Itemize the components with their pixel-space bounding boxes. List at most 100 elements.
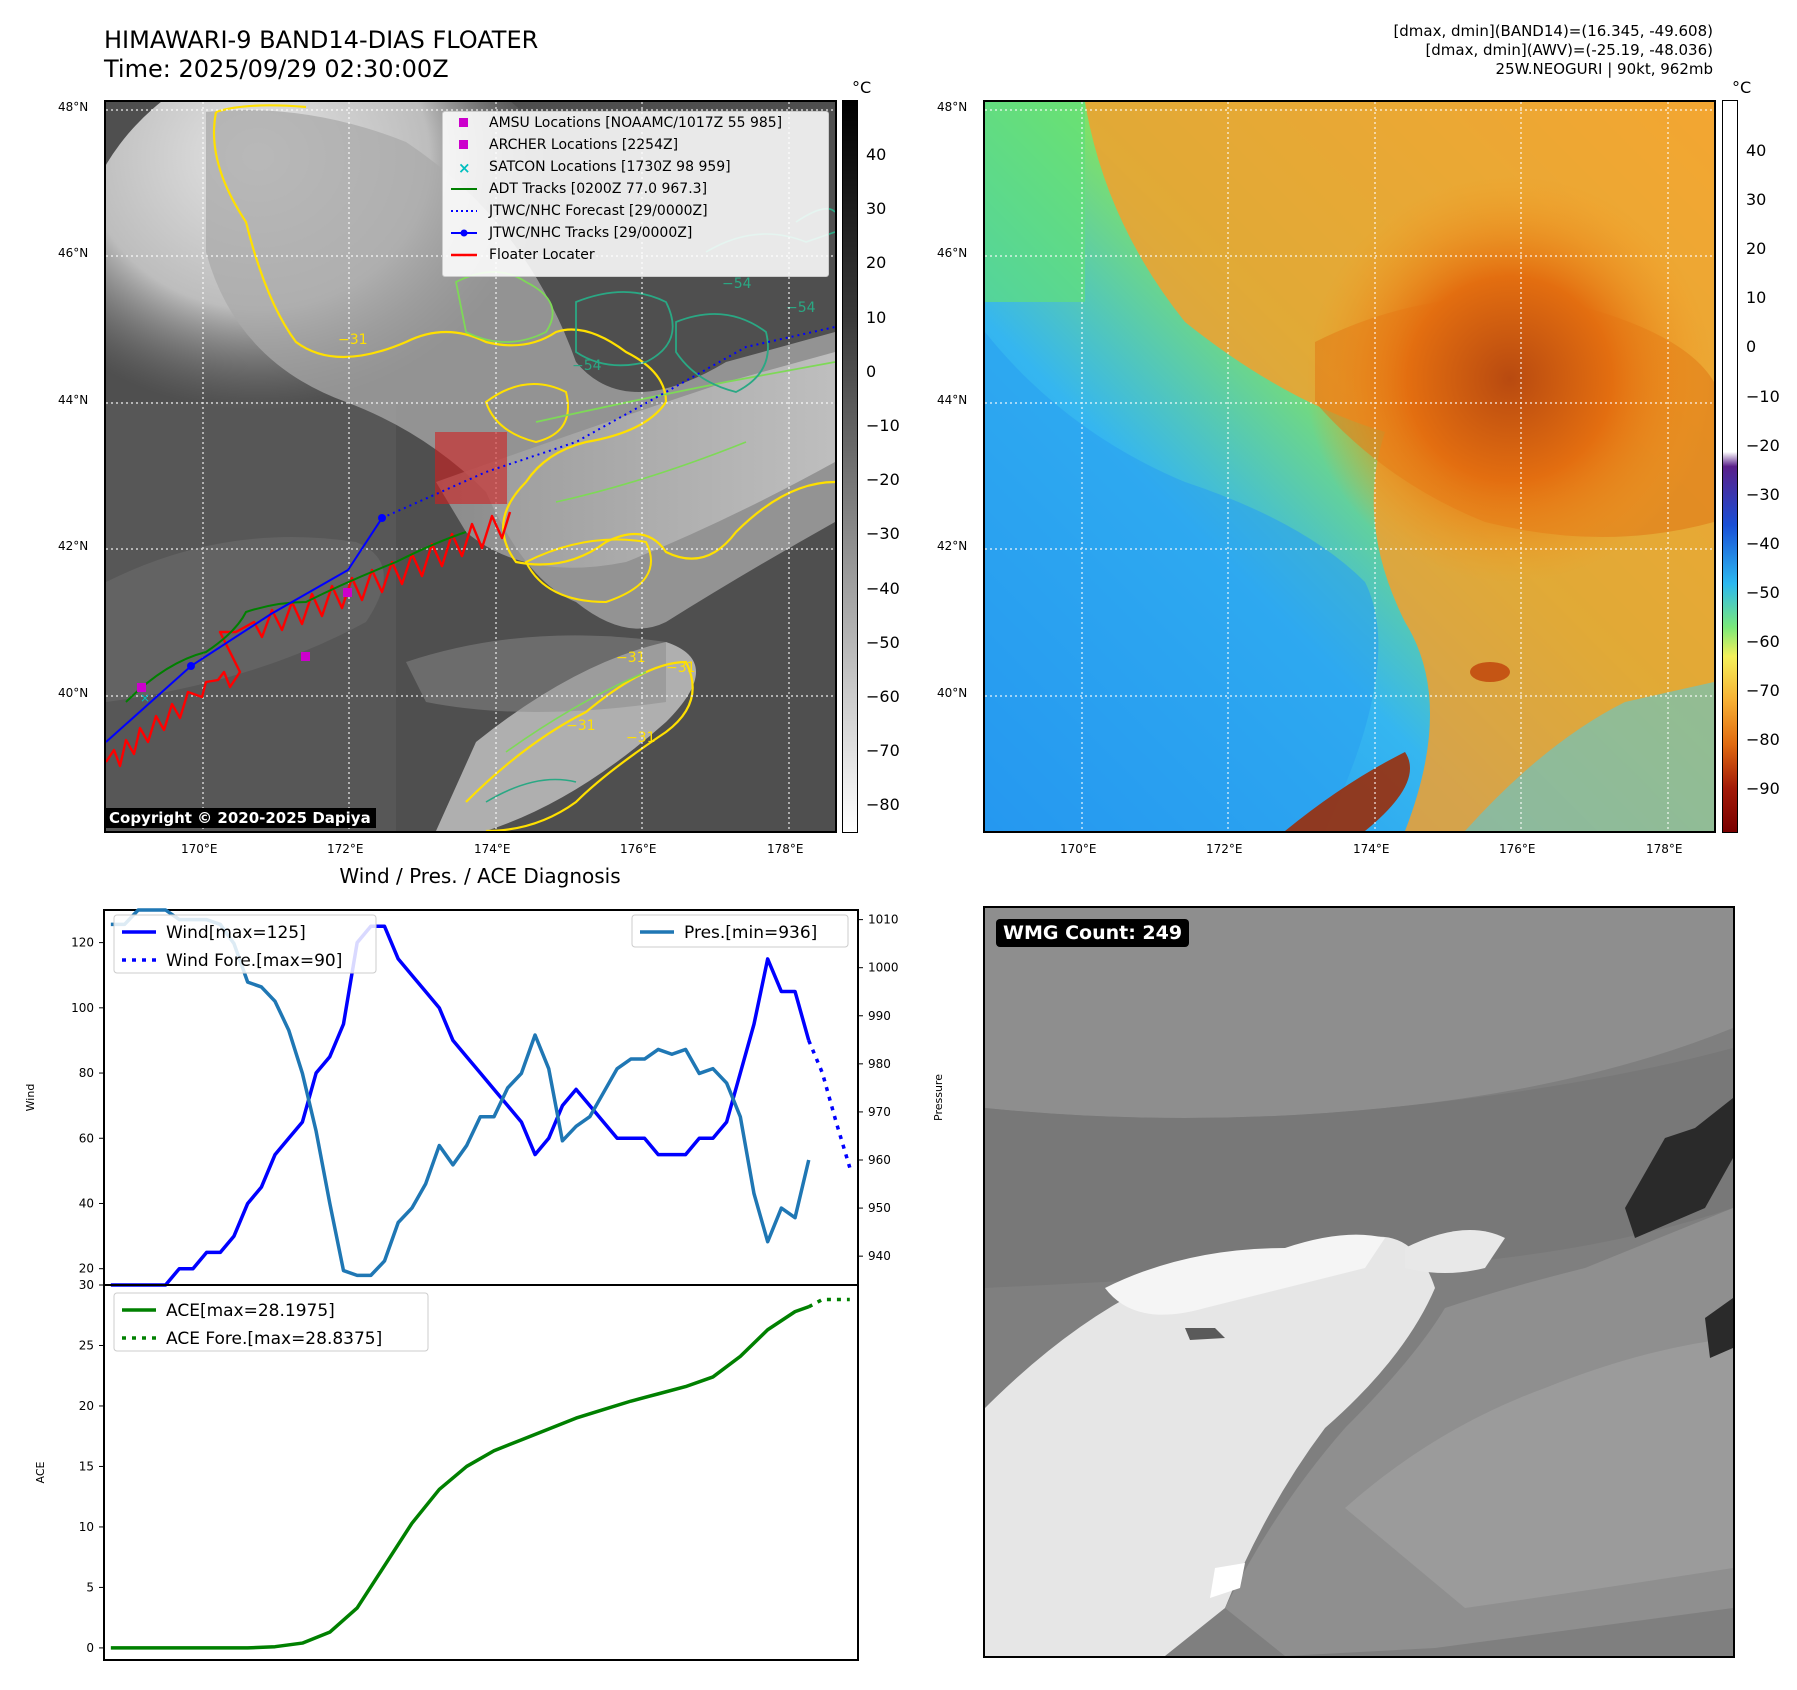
longitude-label: 172°E [327,842,364,856]
colorbar-tick-label: −20 [1746,435,1780,455]
title-time: Time: 2025/09/29 02:30:00Z [104,55,449,83]
latitude-label: 44°N [937,393,968,407]
colorbar-tick-label: −70 [866,741,900,761]
y2-tick-label: 990 [868,1009,891,1023]
wmg-panel[interactable] [983,906,1735,1658]
wv-map-gridlines [985,102,1714,831]
copyright-label: Copyright © 2020-2025 Dapiya [104,808,376,828]
y-tick-label: 100 [71,1001,94,1015]
y-tick-label: 15 [79,1459,94,1473]
contour-yellow [212,111,835,566]
contour-label: −31 [566,718,596,734]
ace-forecast-line [807,1297,850,1309]
contour-label: −31 [338,332,368,348]
amsu-marker [137,683,146,692]
legend-pressure-label: Pres.[min=936] [684,923,817,943]
ir-colorbar-unit: °C [852,78,872,97]
wmg-image [985,908,1733,1656]
jtwc-track [106,517,383,743]
y2-tick-label: 950 [868,1201,891,1215]
colorbar-tick-label: −10 [1746,386,1780,406]
longitude-label: 172°E [1206,842,1243,856]
colorbar-tick-label: −80 [1746,730,1780,750]
ace-line [110,1305,810,1650]
y2-tick-label: 1000 [868,961,899,975]
colorbar-tick-label: 0 [1746,337,1757,357]
y2-tick-label: 940 [868,1249,891,1263]
longitude-label: 170°E [1060,842,1097,856]
satcon-marker: × [140,691,150,705]
colorbar-tick-label: 30 [866,199,887,219]
colorbar-tick-label: −30 [866,524,900,544]
legend-wind-label: Wind[max=125] [166,923,306,943]
longitude-label: 174°E [474,842,511,856]
ir-map-image: −31 −54 −54 −54 −31 −31 −31 −31 × [106,102,835,831]
colorbar-tick-label: −50 [1746,582,1780,602]
longitude-label: 176°E [620,842,657,856]
colorbar-tick-label: −60 [1746,632,1780,651]
pressure-legend [631,914,849,948]
diagnosis-chart[interactable]: 2040608010012094095096097098099010001010… [0,880,980,1680]
contour-label: −54 [722,276,752,292]
wind-axis-label: Wind [24,1084,37,1112]
ace-legend [113,1292,429,1352]
ir-map-panel[interactable]: −31 −54 −54 −54 −31 −31 −31 −31 × [104,100,837,833]
latitude-label: 46°N [58,246,89,260]
contour-label: −31 [616,650,646,666]
colorbar-tick-label: −10 [866,416,900,435]
info-awv-range: [dmax, dmin](AWV)=(-25.19, -48.036) [1425,41,1713,59]
archer-marker [301,652,310,661]
figure-title: HIMAWARI-9 BAND14-DIAS FLOATER Time: 202… [104,26,538,84]
jtwc-track-point [187,662,195,670]
colorbar-tick-label: 10 [1746,288,1767,308]
legend-ace-label: ACE[max=28.1975] [166,1301,335,1321]
longitude-label: 174°E [1353,842,1390,856]
contour-label: −31 [626,730,656,746]
colorbar-tick-label: −70 [1746,681,1780,701]
y-tick-label: 5 [86,1580,94,1594]
square-marker-icon [459,140,468,149]
ace-axis-label: ACE [34,1461,47,1483]
latitude-label: 44°N [58,393,89,407]
y-tick-label: 20 [79,1262,94,1276]
latitude-label: 48°N [937,100,968,114]
wv-map-image [985,102,1714,831]
latitude-label: 40°N [58,686,89,700]
y-tick-label: 25 [79,1338,94,1352]
y-tick-label: 0 [86,1641,94,1655]
longitude-label: 178°E [767,842,804,856]
wv-map-panel[interactable] [983,100,1716,833]
y-tick-label: 10 [79,1520,94,1534]
wv-colorbar [1722,100,1738,833]
wind-forecast-line [807,1039,852,1169]
floater-locater-track [106,511,512,768]
line-dot-icon [451,229,477,237]
line-icon [451,253,477,257]
legend-ace-forecast-label: ACE Fore.[max=28.8375] [166,1329,382,1349]
info-band14-range: [dmax, dmin](BAND14)=(16.345, -49.608) [1393,22,1713,40]
y-tick-label: 30 [79,1278,94,1292]
longitude-label: 178°E [1646,842,1683,856]
contour-label: −31 [666,660,696,676]
ir-colorbar [842,100,858,833]
y2-tick-label: 1010 [868,913,899,927]
y-tick-label: 120 [71,936,94,950]
colorbar-tick-label: −20 [866,470,900,490]
floater-box[interactable] [435,432,507,504]
latitude-label: 46°N [937,246,968,260]
pressure-axis-label: Pressure [932,1074,945,1121]
contour-label: −54 [572,358,602,374]
wind-legend [113,914,377,974]
colorbar-tick-label: 20 [866,253,887,273]
colorbar-tick-label: −80 [866,795,900,815]
colorbar-tick-label: −50 [866,632,900,652]
storm-info: [dmax, dmin](BAND14)=(16.345, -49.608) [… [1393,22,1713,79]
y2-tick-label: 970 [868,1105,891,1119]
archer-marker [343,588,352,597]
ace-axes [103,1284,859,1661]
latitude-label: 48°N [58,100,89,114]
y2-tick-label: 960 [868,1153,891,1167]
line-icon [451,188,477,190]
latitude-label: 42°N [937,539,968,553]
y-tick-label: 20 [79,1399,94,1413]
